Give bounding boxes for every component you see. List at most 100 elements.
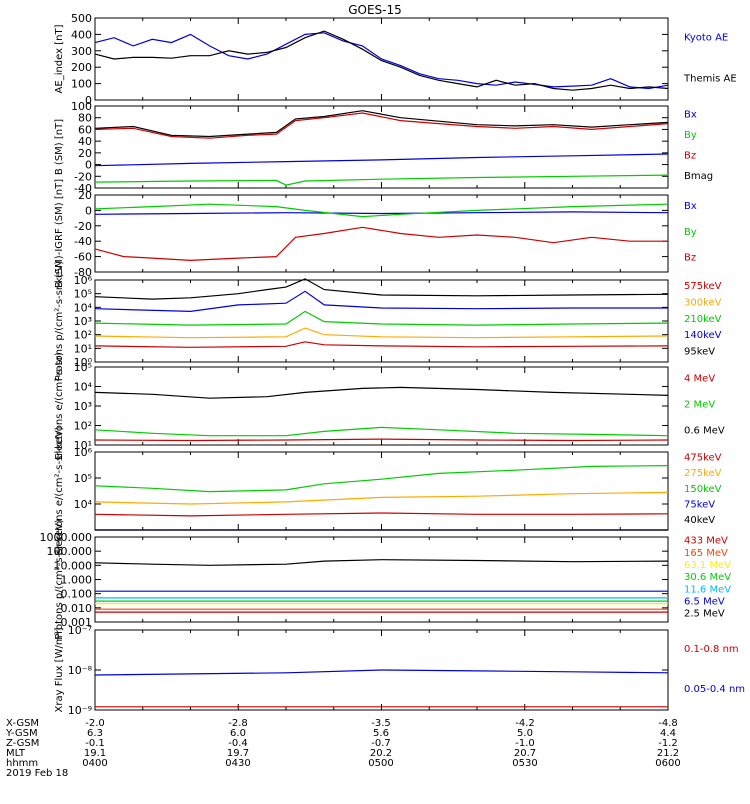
series-line — [94, 112, 669, 139]
y-tick-label: 0 — [85, 204, 92, 217]
series-line — [94, 310, 669, 326]
legend-label: 63.1 MeV — [684, 560, 731, 571]
footer-value: -1.2 — [658, 738, 678, 749]
series-line — [94, 174, 669, 186]
panel-frame — [94, 451, 669, 531]
panel-3: 20 0 -20 -40 -60 -80 B (SM)-IGRF (SM) [nT] Bx By… — [54, 179, 697, 288]
series-line — [94, 386, 669, 399]
panel-1: 500 400 300 200 100 0 AE_index [nT] Kyoto AE The… — [54, 12, 737, 107]
panel-frame — [94, 366, 669, 446]
legend-label: Bx — [684, 201, 697, 212]
legend-label: Themis AE — [683, 74, 737, 85]
series-line — [94, 203, 669, 218]
legend-label: By — [684, 227, 697, 238]
y-tick-label: 100.000 — [47, 545, 93, 558]
series-line — [94, 512, 669, 517]
legend-label: Bz — [684, 150, 696, 161]
legend-label: 0.6 MeV — [684, 425, 725, 436]
y-tick-label: 10⁻⁷ — [68, 624, 92, 637]
legend-label: 95keV — [684, 347, 715, 358]
series-line — [94, 438, 669, 442]
legend-label: 6.5 MeV — [684, 596, 725, 607]
y-axis-label: Protons p/(cm²-s-sr-keV) — [54, 261, 65, 382]
footer-value: 20.7 — [514, 748, 536, 759]
y-axis-label: Protons p/(cm²-s-sr-keV) — [54, 519, 65, 640]
y-tick-label: 10² — [74, 329, 92, 342]
panel-6: 10⁴ 10⁵ 10⁶ Electrons e/(cm²-s-sr-keV) 475ke… — [54, 426, 722, 555]
legend-label: 2.5 MeV — [684, 609, 725, 620]
footer-label: Z-GSM — [6, 738, 39, 749]
legend-label: Kyoto AE — [684, 33, 728, 44]
legend-label: 11.6 MeV — [684, 584, 731, 595]
series-line — [94, 30, 669, 91]
y-tick-label: 100 — [71, 78, 92, 91]
series-line — [94, 341, 669, 348]
series-line — [94, 327, 669, 339]
legend-label: Bz — [684, 252, 696, 263]
y-tick-label: 0.100 — [61, 588, 93, 601]
y-tick-label: 0.010 — [61, 602, 93, 615]
y-tick-label: 10⁴ — [74, 381, 93, 394]
y-tick-label: 10⁵ — [74, 288, 92, 301]
footer-value: -2.8 — [228, 718, 248, 729]
footer-value: -0.1 — [85, 738, 105, 749]
y-tick-label: -40 — [74, 182, 92, 195]
footer-value: -4.2 — [515, 718, 535, 729]
panel-frame — [94, 279, 669, 363]
y-axis-label: Electrons e/(cm²-s-sr) — [54, 352, 65, 460]
legend-label: 300keV — [684, 297, 722, 308]
y-tick-label: 10⁶ — [74, 446, 93, 459]
legend-label: Bmag — [684, 171, 713, 182]
series-line — [94, 211, 669, 215]
footer-label: MLT — [6, 748, 26, 759]
footer-value: 0430 — [225, 758, 250, 769]
y-axis-label: AE_index [nT] — [54, 24, 65, 93]
series-line — [94, 669, 669, 676]
y-tick-label: -40 — [74, 235, 92, 248]
y-tick-label: 10⁴ — [74, 301, 93, 314]
footer-value: 6.0 — [230, 728, 246, 739]
panel-5: 10¹ 10² 10³ 10⁴ 10⁵ Electrons e/(cm²-s-sr) 4 M… — [54, 352, 725, 460]
y-tick-label: 10² — [74, 420, 92, 433]
y-tick-label: 400 — [71, 28, 92, 41]
y-tick-label: 10¹ — [74, 342, 92, 355]
y-tick-label: 10.000 — [54, 559, 93, 572]
legend-label: 275keV — [684, 468, 722, 479]
y-tick-label: 0 — [85, 94, 92, 107]
y-tick-label: 20 — [78, 147, 92, 160]
footer-value: -4.8 — [658, 718, 678, 729]
y-tick-label: 10³ — [74, 400, 92, 413]
footer-value: 5.0 — [517, 728, 533, 739]
y-tick-label: -80 — [74, 266, 92, 279]
y-tick-label: 100 — [71, 100, 92, 113]
y-tick-label: -20 — [74, 220, 92, 233]
y-tick-label: 10⁰ — [74, 356, 93, 369]
footer-value: 6.3 — [87, 728, 103, 739]
legend-label: 165 MeV — [684, 548, 728, 559]
legend-label: 575keV — [684, 281, 722, 292]
footer-value: 0530 — [512, 758, 537, 769]
legend-label: 75keV — [684, 499, 715, 510]
footer-label: hhmm — [6, 758, 38, 769]
y-tick-label: -60 — [74, 251, 92, 264]
footer-value: -1.0 — [515, 738, 535, 749]
footer-value: 4.4 — [660, 728, 676, 739]
y-tick-label: 1000.000 — [40, 531, 93, 544]
y-tick-label: 10⁴ — [74, 498, 93, 511]
legend-label: 4 MeV — [684, 373, 715, 384]
footer-label: Y-GSM — [5, 728, 38, 739]
footer-value: 0400 — [82, 758, 107, 769]
footer-value: -0.7 — [371, 738, 391, 749]
footer-value: 19.7 — [227, 748, 249, 759]
y-axis-label: B (SM) [nT] — [54, 119, 65, 175]
series-line — [94, 153, 669, 167]
y-tick-label: 10⁻⁸ — [68, 664, 93, 677]
y-tick-label: 10⁶ — [74, 274, 93, 287]
series-line — [94, 32, 669, 90]
series-line — [94, 226, 668, 262]
series-line — [94, 426, 669, 437]
footer-value: 21.2 — [657, 748, 679, 759]
y-tick-label: 300 — [71, 45, 92, 58]
